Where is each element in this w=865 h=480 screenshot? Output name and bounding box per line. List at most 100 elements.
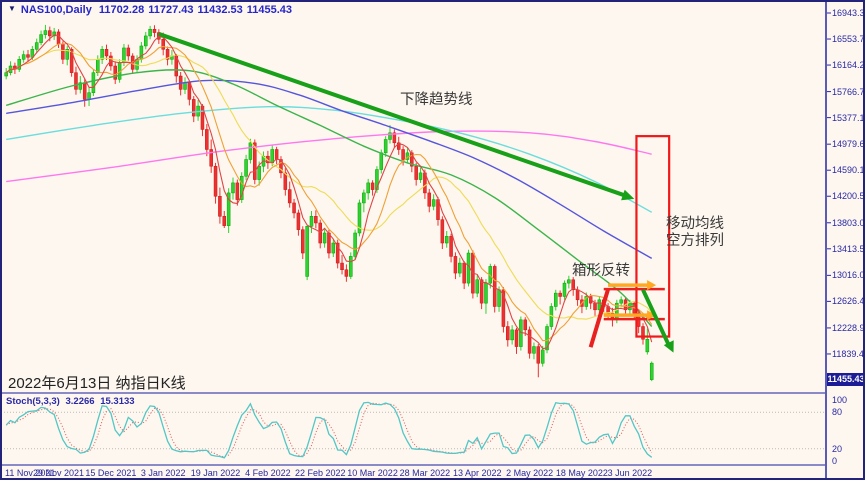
candle-body bbox=[21, 54, 26, 60]
annotation-ma-alignment-line1: 移动均线 bbox=[666, 216, 724, 232]
symbol-timeframe: NAS100,Daily bbox=[20, 4, 92, 16]
candle-body bbox=[492, 266, 497, 307]
candle-body bbox=[191, 99, 196, 117]
candle-body bbox=[619, 299, 623, 304]
highlight-rectangle[interactable] bbox=[635, 135, 671, 338]
ma-line-ma20 bbox=[5, 49, 653, 320]
candle-body bbox=[144, 35, 148, 47]
ma-line-ma5 bbox=[5, 34, 653, 350]
candle-body bbox=[344, 269, 349, 277]
time-axis-label: 13 Apr 2022 bbox=[452, 468, 502, 478]
candle-body bbox=[353, 232, 357, 257]
candle-body bbox=[235, 182, 240, 200]
candle-body bbox=[510, 329, 514, 341]
candle-body bbox=[523, 319, 527, 331]
ohlc-close: 11455.43 bbox=[246, 4, 293, 16]
candle-body bbox=[497, 289, 501, 307]
candle-body bbox=[370, 182, 375, 190]
candle-body bbox=[536, 346, 541, 364]
candle-body bbox=[322, 232, 327, 244]
indicator-axis-label: 100 bbox=[832, 395, 848, 405]
candle-body bbox=[449, 236, 453, 257]
annotation-date-note: 2022年6月13日 纳指日K线 bbox=[8, 375, 186, 392]
candle-body bbox=[375, 169, 379, 190]
time-axis-label: 3 Jun 2022 bbox=[607, 468, 653, 478]
candle-body bbox=[554, 292, 558, 307]
symbol-dropdown-icon[interactable]: ▼ bbox=[8, 4, 16, 13]
candle-body bbox=[187, 82, 192, 100]
candle-body bbox=[165, 49, 170, 60]
time-axis-label: 18 May 2022 bbox=[555, 468, 608, 478]
price-axis-label: 14979.65 bbox=[832, 139, 865, 150]
indicator-panel-separator bbox=[2, 392, 825, 394]
candle-body bbox=[274, 149, 279, 160]
time-axis-label: 10 Mar 2022 bbox=[347, 468, 398, 478]
last-price-value: 11455.43 bbox=[827, 374, 865, 384]
candle-body bbox=[126, 47, 131, 57]
price-axis-label: 16164.20 bbox=[832, 60, 865, 71]
candle-body bbox=[401, 149, 405, 160]
candle-body bbox=[545, 326, 549, 351]
indicator-signal-value: 15.3133 bbox=[100, 396, 135, 407]
stoch-signal-line bbox=[5, 402, 653, 458]
downtrend-arrowhead bbox=[621, 189, 635, 201]
candle-body bbox=[440, 219, 445, 244]
candle-body bbox=[301, 229, 305, 254]
candle-body bbox=[641, 326, 645, 340]
candle-body bbox=[410, 152, 414, 167]
downtrend-line[interactable] bbox=[158, 32, 627, 198]
candle-body bbox=[218, 196, 222, 217]
candle-body bbox=[484, 282, 488, 304]
candle-body bbox=[383, 139, 388, 154]
candle-body bbox=[270, 149, 274, 164]
candle-body bbox=[52, 31, 56, 37]
last-price-badge: 11455.43 bbox=[827, 373, 865, 386]
price-axis-label: 12626.45 bbox=[832, 296, 865, 307]
time-axis-label: 2 May 2022 bbox=[506, 468, 554, 478]
price-axis-label: 16553.75 bbox=[832, 34, 865, 45]
candle-body bbox=[645, 338, 650, 353]
candle-body bbox=[65, 49, 69, 60]
candle-body bbox=[205, 129, 209, 150]
indicator-axis-label: 80 bbox=[832, 407, 843, 418]
candle-body bbox=[475, 279, 479, 294]
candle-body bbox=[527, 329, 532, 354]
price-axis-label: 16943.30 bbox=[832, 7, 865, 18]
candle-body bbox=[366, 182, 370, 194]
time-axis-separator bbox=[2, 464, 825, 466]
candle-body bbox=[104, 49, 109, 57]
candle-body bbox=[213, 165, 218, 197]
rally-line[interactable] bbox=[588, 288, 611, 348]
candle-body bbox=[427, 192, 432, 207]
annotation-box-reversal-label: 箱形反转 bbox=[572, 263, 630, 279]
candle-body bbox=[69, 49, 74, 73]
candle-body bbox=[148, 29, 152, 37]
candle-body bbox=[56, 31, 61, 45]
candle-body bbox=[453, 256, 458, 274]
ohlc-low: 11432.53 bbox=[197, 4, 243, 16]
stoch-main-line bbox=[5, 401, 653, 459]
candle-body bbox=[292, 202, 296, 214]
candle-body bbox=[357, 202, 362, 234]
candle-body bbox=[593, 302, 597, 311]
candle-body bbox=[209, 149, 213, 167]
candle-body bbox=[418, 172, 423, 180]
indicator-label: Stoch(5,3,3) 3.2266 15.3133 bbox=[6, 396, 138, 407]
candle-body bbox=[4, 72, 8, 77]
time-axis-label: 11 Nov 2021 bbox=[5, 468, 56, 478]
candle-body bbox=[222, 216, 227, 226]
indicator-main-value: 3.2266 bbox=[65, 396, 95, 407]
candle-body bbox=[392, 132, 397, 144]
candle-body bbox=[253, 142, 257, 180]
price-axis-separator bbox=[825, 2, 827, 478]
ma-line-ma10 bbox=[5, 42, 653, 342]
ma-line-ma120 bbox=[6, 105, 653, 213]
candle-body bbox=[431, 199, 436, 207]
breakdown-arrow[interactable] bbox=[641, 288, 671, 346]
candle-body bbox=[444, 236, 449, 244]
candle-body bbox=[39, 34, 43, 43]
candle-body bbox=[379, 152, 384, 170]
candle-body bbox=[74, 72, 78, 90]
